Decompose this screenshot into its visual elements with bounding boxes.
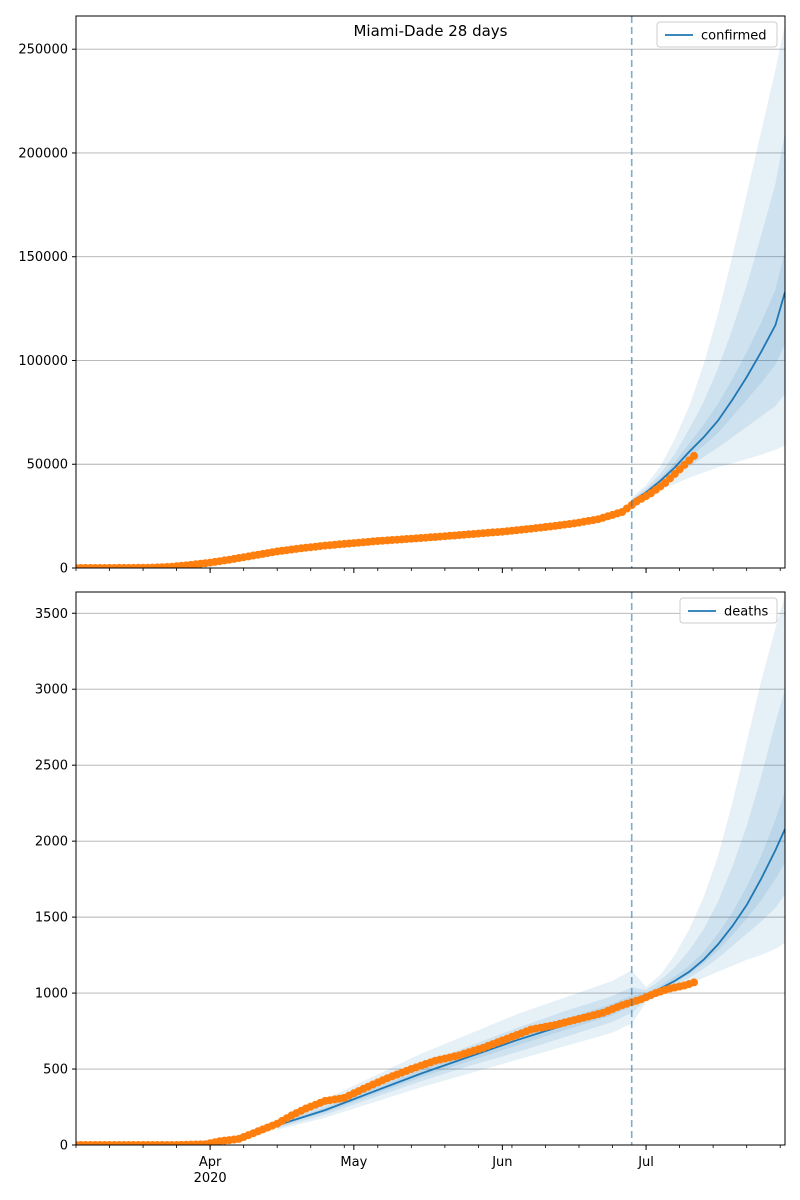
y-tick-label: 3000: [35, 683, 68, 698]
observed-point: [690, 978, 698, 987]
x-tick-label: Jul: [637, 1155, 654, 1170]
legend-label: deaths: [724, 605, 769, 620]
plot-area: [76, 595, 785, 1145]
y-tick-label: 0: [60, 562, 68, 577]
y-tick-label: 100000: [18, 354, 68, 369]
y-tick-label: 1000: [35, 987, 68, 1002]
x-tick-label: Jun: [491, 1155, 512, 1170]
legend: confirmed: [656, 21, 778, 48]
series-line-confirmed: [631, 291, 785, 503]
axes-frame: [75, 591, 786, 1146]
legend-label: confirmed: [701, 29, 767, 44]
y-tick-label: 2000: [35, 835, 68, 850]
y-tick-label: 250000: [18, 43, 68, 58]
plot-area: [76, 24, 785, 568]
confirmed-panel: Miami-Dade 28 days 0 50000 100000 150000 200…: [18, 15, 786, 577]
y-tick-label: 3500: [35, 607, 68, 622]
uncertainty-band: [631, 250, 785, 503]
x-tick-sublabel: 2020: [194, 1171, 227, 1186]
axes-frame: [75, 15, 786, 569]
observed-point: [690, 451, 698, 460]
legend-frame: [679, 597, 778, 624]
y-tick-label: 50000: [27, 458, 68, 473]
uncertainty-band: [631, 24, 785, 506]
legend-frame: [656, 21, 778, 48]
x-tick-label: May: [340, 1155, 367, 1170]
legend: deaths: [679, 597, 778, 624]
y-tick-label: 1500: [35, 911, 68, 926]
uncertainty-band: [631, 132, 785, 504]
y-tick-label: 150000: [18, 250, 68, 265]
y-tick-label: 0: [60, 1139, 68, 1154]
y-tick-label: 2500: [35, 759, 68, 774]
y-tick-label: 200000: [18, 146, 68, 161]
uncertainty-band: [277, 689, 785, 1129]
chart-title: Miami-Dade 28 days: [353, 22, 507, 40]
y-tick-label: 500: [43, 1063, 68, 1078]
x-tick-label: Apr: [199, 1155, 222, 1170]
